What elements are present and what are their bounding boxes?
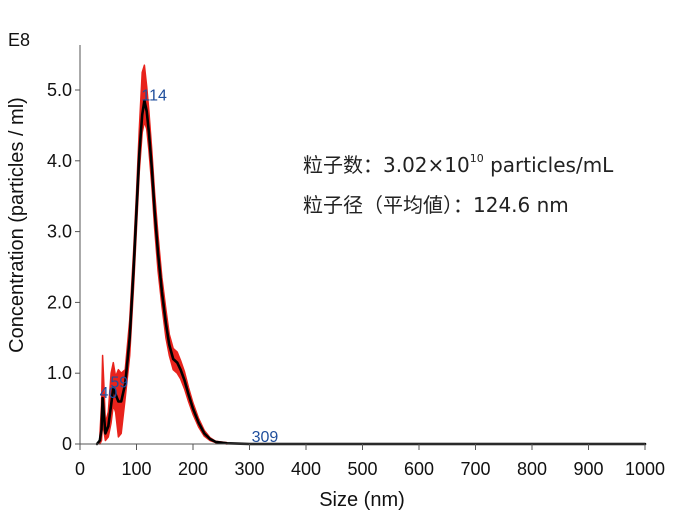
y-axis-title: Concentration (particles / ml) xyxy=(6,97,28,353)
particle-count-exponent: 10 xyxy=(470,152,484,165)
x-tick-label-0: 0 xyxy=(75,459,85,479)
tick-layer: 0 100 200 300 400 500 600 700 800 900 1000 0 1.0 2.0 3… xyxy=(47,80,665,479)
y-multiplier-label: E8 xyxy=(8,30,30,50)
particle-count-suffix: particles/mL xyxy=(484,153,614,177)
peak-label-40: 40 xyxy=(100,385,118,402)
x-axis-title: Size (nm) xyxy=(319,489,405,511)
y-tick-label-3.0: 3.0 xyxy=(47,222,72,242)
particle-size-annotation: 粒子径（平均値）：124.6 nm xyxy=(303,193,569,217)
y-tick-label-4.0: 4.0 xyxy=(47,151,72,171)
x-tick-label-700: 700 xyxy=(460,459,490,479)
x-tick-label-600: 600 xyxy=(404,459,434,479)
y-tick-label-0: 0 xyxy=(62,434,72,454)
peak-label-114: 114 xyxy=(141,88,167,105)
x-tick-label-800: 800 xyxy=(517,459,547,479)
particle-count-annotation: 粒子数：3.02×1010 particles/mL xyxy=(303,152,614,177)
y-tick-label-1.0: 1.0 xyxy=(47,363,72,383)
axes-layer xyxy=(79,45,645,445)
peak-label-59: 59 xyxy=(110,374,128,391)
x-tick-label-1000: 1000 xyxy=(625,459,665,479)
peak-label-309: 309 xyxy=(252,429,279,446)
x-tick-label-200: 200 xyxy=(178,459,208,479)
x-tick-label-900: 900 xyxy=(573,459,603,479)
y-tick-label-5.0: 5.0 xyxy=(47,80,72,100)
x-tick-label-400: 400 xyxy=(291,459,321,479)
x-tick-label-100: 100 xyxy=(121,459,151,479)
particle-count-prefix: 粒子数：3.02×10 xyxy=(303,153,470,177)
y-tick-label-2.0: 2.0 xyxy=(47,292,72,312)
x-tick-label-500: 500 xyxy=(347,459,377,479)
x-tick-label-300: 300 xyxy=(234,459,264,479)
